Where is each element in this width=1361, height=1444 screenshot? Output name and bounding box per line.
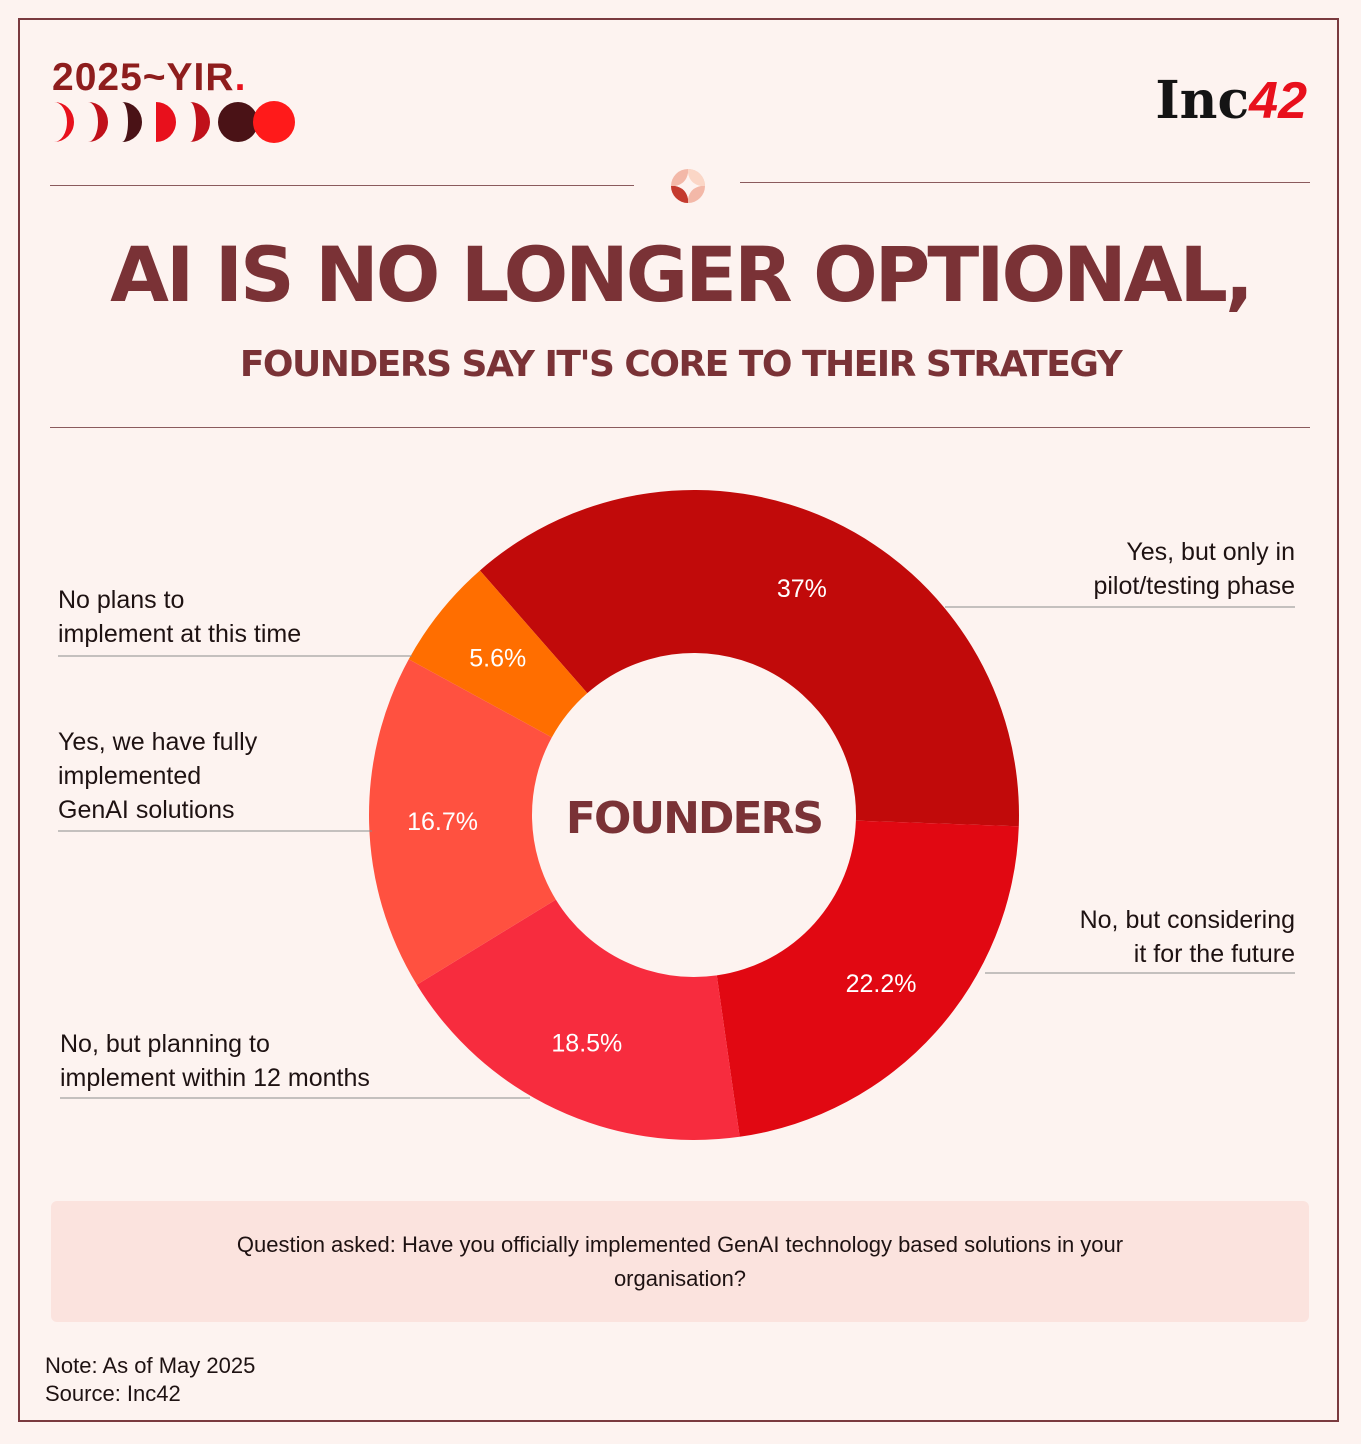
note-text: Note: As of May 2025: [45, 1353, 256, 1378]
compass-star-icon: [671, 169, 705, 203]
label-planning-12-months: No, but planning to implement within 12 …: [60, 1030, 370, 1092]
slice-value-label: 16.7%: [407, 808, 478, 836]
donut-slice: [479, 490, 1020, 827]
inc42-logo: Inc42: [1155, 70, 1307, 131]
donut-slice: [408, 570, 588, 738]
infographic-frame: [18, 18, 1339, 1422]
donut-slice: [369, 659, 556, 985]
donut-slice: [716, 820, 1019, 1137]
label-no-plans: No plans to implement at this time: [58, 586, 302, 648]
source-text: Source: Inc42: [45, 1381, 181, 1406]
slice-value-label: 37%: [777, 575, 827, 603]
year-in-review-logo: 2025~YIR.: [52, 56, 247, 99]
donut-slice: [416, 899, 740, 1140]
question-text: Question asked: Have you officially impl…: [236, 1231, 1124, 1291]
title-divider: [50, 427, 1310, 428]
donut-center-label: FOUNDERS: [566, 793, 822, 844]
top-divider-left: [50, 185, 634, 186]
slice-value-label: 18.5%: [551, 1030, 622, 1058]
label-pilot-testing: Yes, but only in pilot/testing phase: [1093, 538, 1295, 600]
label-considering-future: No, but considering it for the future: [1079, 906, 1295, 968]
slice-value-label: 22.2%: [846, 970, 917, 998]
page-subtitle: FOUNDERS SAY IT'S CORE TO THEIR STRATEGY: [239, 344, 1123, 385]
label-fully-implemented: Yes, we have fully implemented GenAI sol…: [58, 728, 258, 824]
donut-chart: 37% 22.2% 18.5% 16.7% 5.6% FOUNDERS: [58, 490, 1295, 1140]
slice-value-label: 5.6%: [469, 645, 526, 673]
question-box: Question asked: Have you officially impl…: [51, 1201, 1309, 1322]
moon-phases-icon: [54, 101, 295, 143]
footnote: Note: As of May 2025 Source: Inc42: [45, 1352, 255, 1408]
page-title: AI IS NO LONGER OPTIONAL,: [110, 230, 1254, 319]
top-divider-right: [740, 182, 1310, 183]
